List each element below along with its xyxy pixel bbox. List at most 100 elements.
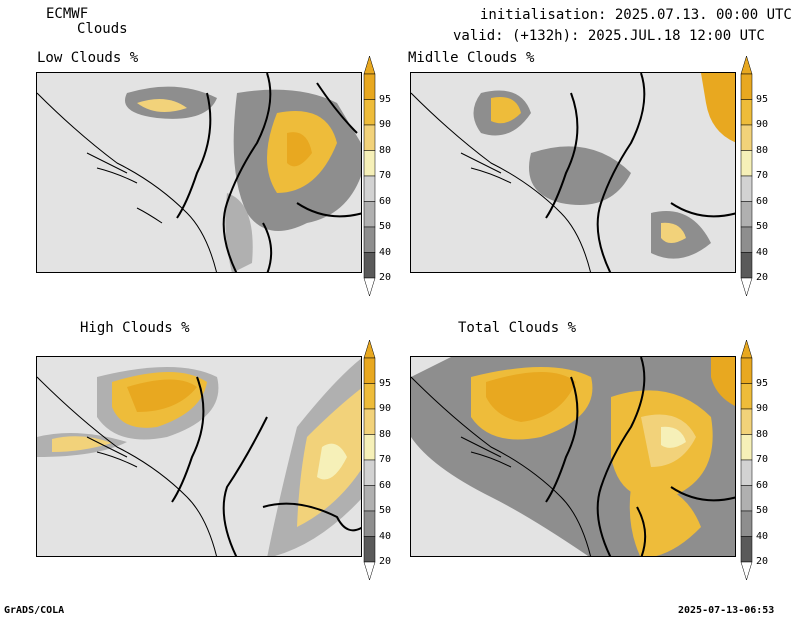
colorbar-tick-label: 60 xyxy=(379,479,392,491)
footer-credit: GrADS/COLA xyxy=(4,605,65,616)
colorbar-tick-label: 70 xyxy=(379,170,392,181)
colorbar-segment xyxy=(363,434,376,461)
colorbar-segment xyxy=(740,201,753,228)
coastline-high xyxy=(37,376,217,556)
colorbar-svg xyxy=(363,56,376,296)
colorbar-tick-label: 90 xyxy=(756,403,769,414)
colorbar-segment xyxy=(740,383,753,410)
colorbar-tick-label: 90 xyxy=(379,403,392,414)
footer-timestamp: 2025-07-13-06:53 xyxy=(678,605,775,616)
colorbar-total: 95 90 80 70 60 50 40 20 xyxy=(740,340,780,580)
cloud-fields-high xyxy=(37,358,361,556)
colorbar-segment xyxy=(740,73,753,100)
colorbar-tick-label: 40 xyxy=(379,530,392,542)
borders-high xyxy=(171,376,361,556)
colorbar-segment xyxy=(363,201,376,228)
colorbar-tick-label: 95 xyxy=(379,93,392,105)
colorbar-middle: 95 90 80 70 60 50 40 20 xyxy=(740,56,780,296)
panel-title-high: High Clouds % xyxy=(80,320,190,336)
cloud-fields-low xyxy=(125,86,361,272)
colorbar-segment xyxy=(363,357,376,384)
colorbar-tick-label: 70 xyxy=(756,170,769,181)
colorbar-tick-label: 60 xyxy=(756,195,769,207)
borders-middle xyxy=(545,73,735,272)
coastline-total xyxy=(411,376,591,556)
colorbar-top-arrow xyxy=(740,340,753,359)
colorbar-segment xyxy=(740,175,753,202)
colorbar-top-arrow xyxy=(740,56,753,75)
colorbar-tick-label: 20 xyxy=(756,556,769,567)
colorbar-tick-label: 80 xyxy=(756,144,769,156)
colorbar-bottom-arrow xyxy=(740,561,753,580)
colorbar-low: 95 90 80 70 60 50 40 20 xyxy=(363,56,403,296)
colorbar-segment xyxy=(363,383,376,410)
colorbar-segment xyxy=(740,408,753,435)
colorbar-tick-label: 95 xyxy=(756,377,769,389)
colorbar-segment xyxy=(740,226,753,253)
colorbar-tick-label: 50 xyxy=(756,221,769,232)
panel-title-total: Total Clouds % xyxy=(458,320,577,336)
colorbar-bottom-arrow xyxy=(363,277,376,296)
colorbar-segment xyxy=(740,536,753,563)
map-high-clouds xyxy=(36,356,362,557)
colorbar-segment xyxy=(740,150,753,177)
colorbar-segment xyxy=(363,485,376,512)
colorbar-segment xyxy=(363,408,376,435)
borders-low xyxy=(176,73,361,272)
colorbar-tick-label: 40 xyxy=(756,246,769,258)
colorbar-tick-label: 95 xyxy=(756,93,769,105)
colorbar-segment xyxy=(740,99,753,126)
colorbar-segment xyxy=(363,226,376,253)
colorbar-segment xyxy=(363,73,376,100)
cloud-fields-total xyxy=(411,357,735,556)
colorbar-tick-label: 20 xyxy=(379,272,392,283)
colorbar-tick-label: 80 xyxy=(379,428,392,440)
colorbar-segment xyxy=(740,252,753,279)
colorbar-top-arrow xyxy=(363,340,376,359)
colorbar-svg xyxy=(363,340,376,580)
colorbar-segment xyxy=(363,252,376,279)
cloud-fields-middle xyxy=(473,73,735,259)
colorbar-segment xyxy=(363,150,376,177)
colorbar-tick-label: 50 xyxy=(379,505,392,516)
map-low-clouds xyxy=(36,72,362,273)
colorbar-segment xyxy=(363,510,376,537)
colorbar-svg xyxy=(740,56,753,296)
colorbar-segment xyxy=(740,459,753,486)
colorbar-top-arrow xyxy=(363,56,376,75)
borders-total xyxy=(545,357,735,556)
colorbar-tick-label: 95 xyxy=(379,377,392,389)
colorbar-segment xyxy=(363,124,376,151)
colorbar-segment xyxy=(740,510,753,537)
colorbar-segment xyxy=(363,459,376,486)
colorbar-segment xyxy=(363,99,376,126)
model-label: ECMWF xyxy=(46,6,89,22)
colorbar-tick-label: 80 xyxy=(756,428,769,440)
colorbar-tick-label: 50 xyxy=(756,505,769,516)
map-total-clouds xyxy=(410,356,736,557)
colorbar-tick-label: 70 xyxy=(756,454,769,465)
colorbar-tick-label: 40 xyxy=(756,530,769,542)
colorbar-svg xyxy=(740,340,753,580)
valid-time: valid: (+132h): 2025.JUL.18 12:00 UTC xyxy=(453,28,765,44)
map-middle-clouds xyxy=(410,72,736,273)
colorbar-segment xyxy=(740,434,753,461)
colorbar-tick-label: 20 xyxy=(379,556,392,567)
panel-title-middle: Midlle Clouds % xyxy=(408,50,535,66)
colorbar-bottom-arrow xyxy=(363,561,376,580)
colorbar-high: 95 90 80 70 60 50 40 20 xyxy=(363,340,403,580)
colorbar-tick-label: 40 xyxy=(379,246,392,258)
colorbar-segment xyxy=(740,124,753,151)
coastline-low xyxy=(37,92,217,272)
colorbar-tick-label: 70 xyxy=(379,454,392,465)
colorbar-segment xyxy=(740,357,753,384)
init-time: initialisation: 2025.07.13. 00:00 UTC xyxy=(480,7,792,23)
colorbar-segment xyxy=(363,175,376,202)
colorbar-tick-label: 90 xyxy=(379,119,392,130)
colorbar-tick-label: 60 xyxy=(756,479,769,491)
colorbar-tick-label: 20 xyxy=(756,272,769,283)
colorbar-bottom-arrow xyxy=(740,277,753,296)
panel-title-low: Low Clouds % xyxy=(37,50,139,66)
coastline-middle xyxy=(411,92,591,272)
colorbar-tick-label: 80 xyxy=(379,144,392,156)
